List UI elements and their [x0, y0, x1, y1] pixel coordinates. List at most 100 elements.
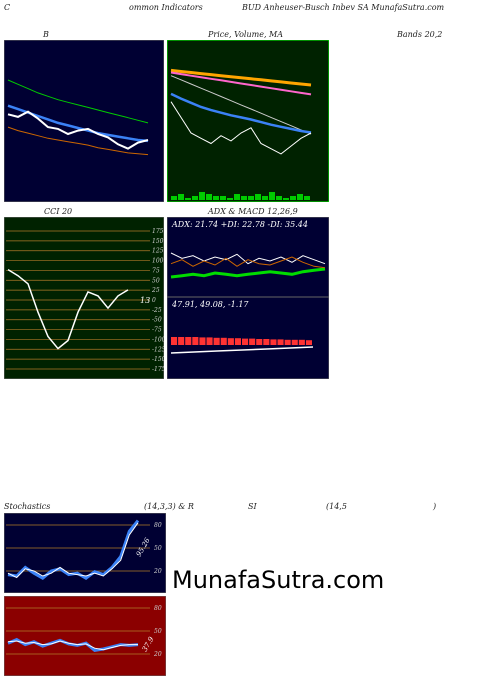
macd-bar: [206, 337, 213, 345]
header-right: BUD Anheuser-Busch Inbev SA MunafaSutra.…: [242, 3, 445, 12]
volume-bar: [248, 196, 254, 200]
macd-bg: [167, 297, 329, 379]
volume-bar: [262, 196, 268, 200]
cci-tick-label: 0: [152, 297, 156, 304]
bollinger-bg: [4, 40, 164, 202]
volume-bar: [220, 196, 226, 200]
rsi-tick-label: 80: [154, 605, 162, 612]
cci-series-0: [7, 268, 129, 350]
rsi-series-1: [7, 640, 138, 651]
volume-bar: [255, 194, 261, 200]
cci-tick-label: -100: [152, 336, 164, 343]
macd-bar: [305, 340, 312, 345]
stoch-bg: [4, 513, 166, 593]
macd-bar: [185, 337, 192, 345]
macd-bar: [213, 337, 220, 345]
cci-title: CCI 20: [44, 207, 73, 216]
price-bg: [167, 40, 329, 202]
price-panel: [167, 40, 329, 202]
macd-bar: [199, 337, 206, 345]
volume-bar: [206, 194, 212, 200]
adx-panel: ADX: 21.74 +DI: 22.78 -DI: 35.44: [167, 217, 329, 297]
adx-bg: [167, 217, 329, 297]
volume-bar: [234, 194, 240, 200]
cci-tick-label: 100: [152, 258, 164, 265]
macd-bar: [171, 337, 178, 345]
macd-bar: [178, 337, 185, 345]
stoch-title-e: ): [433, 502, 437, 511]
price-ma-series-2: [170, 75, 312, 135]
cci-tick-label: 175: [152, 228, 164, 235]
cci-tick-label: 75: [152, 267, 160, 274]
stochastics-series-1: [7, 522, 139, 579]
macd-bar: [263, 339, 270, 345]
rsi-tick-label: 50: [154, 628, 162, 635]
cci-tick-label: -125: [152, 346, 164, 353]
rsi-bg: [4, 596, 166, 676]
macd-label: 47.91, 49.08, -1.17: [171, 300, 249, 309]
volume-bar: [283, 198, 289, 200]
macd-line: [170, 346, 314, 354]
volume-bar: [269, 192, 275, 200]
price-ma-series-4: [170, 101, 312, 155]
bollinger-panel: [4, 40, 164, 202]
price-ma-series-0: [170, 68, 312, 87]
cci-tick-label: -50: [152, 317, 162, 324]
cci-last-label: 13: [140, 296, 150, 305]
bands-title-val: Bands 20,2: [397, 30, 443, 39]
macd-bar: [284, 339, 291, 345]
price-ma-series-1: [170, 71, 312, 96]
volume-bar: [304, 196, 310, 200]
rsi-tick-label: 20: [153, 651, 162, 658]
macd-bar: [277, 339, 284, 345]
bands-title-b: B: [43, 30, 49, 39]
adx-macd-title: ADX & MACD 12,26,9: [208, 207, 298, 216]
stoch-tick-label: 80: [154, 522, 162, 529]
macd-bar: [270, 339, 277, 345]
watermark: MunafaSutra.com: [172, 566, 385, 594]
header-mid: ommon Indicators: [129, 3, 203, 12]
macd-bar: [192, 337, 199, 345]
macd-bar: [242, 338, 249, 345]
volume-bar: [290, 196, 296, 200]
volume-bar: [185, 198, 191, 200]
macd-bar: [249, 338, 256, 345]
volume-bar: [297, 194, 303, 200]
price-ma-series-3: [170, 92, 312, 134]
cci-tick-label: -75: [152, 327, 162, 334]
cci-tick-label: -150: [152, 356, 164, 363]
cci-bg: [4, 217, 164, 379]
volume-bar: [227, 198, 233, 200]
cci-tick-label: 125: [152, 248, 164, 255]
volume-bar: [199, 192, 205, 200]
stoch-title-d: (14,5: [326, 502, 347, 511]
adx-series-0: [170, 252, 326, 265]
cci-tick-label: 25: [151, 287, 160, 294]
bollinger-series-0: [7, 79, 149, 124]
cci-tick-label: -25: [152, 307, 162, 314]
macd-bar: [256, 339, 263, 345]
volume-bar: [276, 196, 282, 200]
macd-bar: [234, 338, 241, 345]
volume-bar: [178, 194, 184, 200]
header-left: C: [4, 3, 11, 12]
macd-bar: [220, 337, 227, 345]
cci-tick-label: 50: [152, 277, 160, 284]
bollinger-series-3: [7, 110, 149, 150]
volume-bar: [241, 196, 247, 200]
volume-bar: [192, 196, 198, 200]
macd-panel: 47.91, 49.08, -1.17: [167, 297, 329, 379]
volume-bar: [213, 196, 219, 200]
stoch-title-b: (14,3,3) & R: [144, 502, 194, 511]
adx-series-2: [170, 256, 326, 269]
price-title: Price, Volume, MA: [208, 30, 284, 39]
stoch-title-a: Stochastics: [4, 502, 51, 511]
macd-bar: [291, 339, 298, 345]
stoch-tick-label: 50: [154, 545, 162, 552]
cci-tick-label: -175: [152, 366, 164, 373]
adx-series-1: [170, 267, 326, 279]
volume-bar: [171, 196, 177, 200]
stoch-tick-label: 20: [153, 568, 162, 575]
